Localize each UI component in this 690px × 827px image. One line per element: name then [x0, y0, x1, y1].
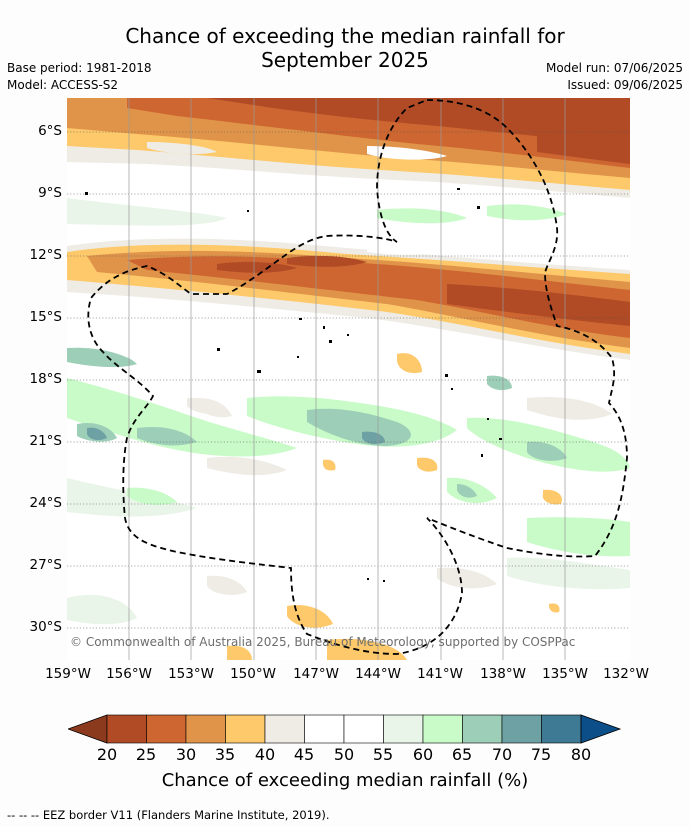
x-tick-135w: 135°W: [542, 666, 588, 682]
cb-label-80: 80: [570, 745, 592, 764]
y-tick-9s: 9°S: [38, 185, 62, 201]
x-tick-147w: 147°W: [293, 666, 339, 682]
meridians: [128, 98, 566, 660]
x-tick-156w: 156°W: [106, 666, 152, 682]
x-tick-138w: 138°W: [480, 666, 526, 682]
northern-dry-band: [67, 98, 630, 198]
y-tick-24s: 24°S: [29, 495, 63, 511]
x-tick-144w: 144°W: [355, 666, 401, 682]
y-tick-15s: 15°S: [29, 309, 63, 325]
colorbar-title: Chance of exceeding median rainfall (%): [161, 770, 529, 791]
cb-label-30: 30: [175, 745, 197, 764]
cb-label-20: 20: [96, 745, 118, 764]
dry-spots: [227, 353, 563, 660]
y-tick-6s: 6°S: [38, 123, 62, 139]
title-line-2: September 2025: [261, 48, 429, 72]
y-tick-21s: 21°S: [29, 433, 63, 449]
colorbar-extend-high: [580, 714, 622, 744]
y-tick-27s: 27°S: [29, 557, 63, 573]
middle-dry-band: [67, 238, 630, 360]
eez-border: [87, 99, 628, 655]
southern-anomalies: [67, 198, 630, 625]
colorbar: [68, 714, 622, 744]
eez-legend-note: -- -- -- EEZ border V11 (Flanders Marine…: [7, 808, 330, 822]
copyright-text: © Commonwealth of Australia 2025, Bureau…: [70, 635, 575, 649]
cb-label-75: 75: [530, 745, 552, 764]
cb-label-25: 25: [135, 745, 157, 764]
colorbar-cell: [106, 714, 147, 744]
cb-label-50: 50: [333, 745, 355, 764]
cb-label-65: 65: [451, 745, 473, 764]
model-run: Model run: 07/06/2025: [545, 61, 683, 75]
colorbar-cell: [343, 714, 384, 744]
colorbar-extend-low: [68, 714, 108, 744]
graticule: [67, 131, 630, 629]
map-title: Chance of exceeding the median rainfall …: [0, 24, 690, 72]
colorbar-cell: [185, 714, 226, 744]
colorbar-cell: [422, 714, 463, 744]
colorbar-cell: [225, 714, 266, 744]
x-tick-141w: 141°W: [417, 666, 463, 682]
x-tick-159w: 159°W: [45, 666, 91, 682]
x-tick-132w: 132°W: [603, 666, 649, 682]
y-tick-18s: 18°S: [29, 371, 63, 387]
title-line-1: Chance of exceeding the median rainfall …: [125, 24, 565, 48]
rainfall-map: © Commonwealth of Australia 2025, Bureau…: [67, 98, 630, 660]
cb-label-60: 60: [412, 745, 434, 764]
cb-label-40: 40: [254, 745, 276, 764]
islands: [85, 188, 502, 582]
colorbar-cell: [264, 714, 305, 744]
meta-left: Base period: 1981-2018 Model: ACCESS-S2: [7, 60, 152, 94]
model-name: Model: ACCESS-S2: [7, 78, 119, 92]
meta-right: Model run: 07/06/2025 Issued: 09/06/2025: [546, 60, 683, 94]
colorbar-cell: [541, 714, 582, 744]
y-tick-12s: 12°S: [29, 247, 63, 263]
x-tick-150w: 150°W: [230, 666, 276, 682]
issued-date: Issued: 09/06/2025: [567, 78, 683, 92]
colorbar-cell: [501, 714, 542, 744]
x-tick-153w: 153°W: [168, 666, 214, 682]
cb-label-45: 45: [293, 745, 315, 764]
base-period: Base period: 1981-2018: [7, 61, 152, 75]
colorbar-cell: [304, 714, 345, 744]
cb-label-70: 70: [491, 745, 513, 764]
cb-label-35: 35: [214, 745, 236, 764]
cb-label-55: 55: [372, 745, 394, 764]
y-tick-30s: 30°S: [29, 619, 63, 635]
colorbar-cell: [383, 714, 424, 744]
colorbar-cell: [462, 714, 503, 744]
colorbar-cell: [146, 714, 187, 744]
